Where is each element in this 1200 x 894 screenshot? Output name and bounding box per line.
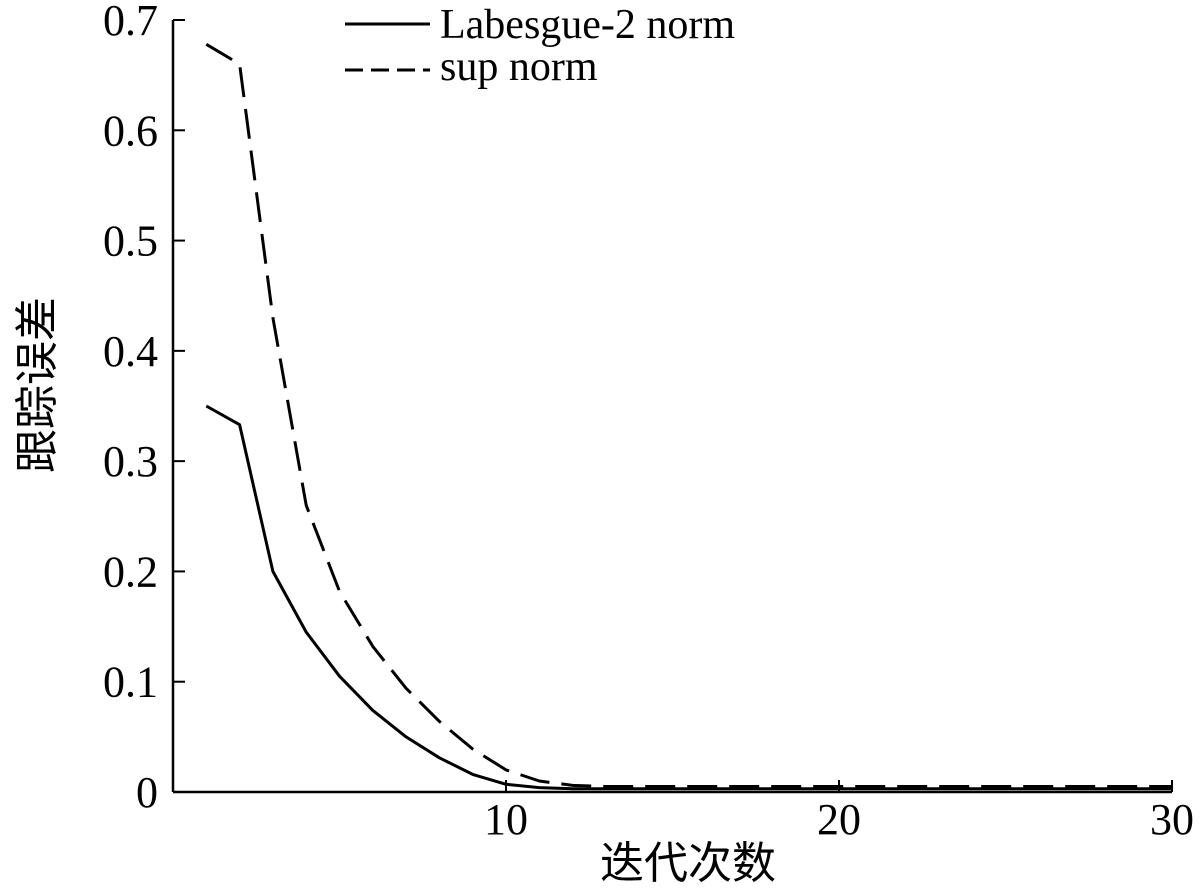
y-tick-label: 0.4 — [103, 327, 158, 376]
x-tick-label: 30 — [1150, 795, 1194, 844]
y-tick-label: 0.6 — [103, 106, 158, 155]
legend-label: Labesgue-2 norm — [440, 2, 735, 48]
legend-label: sup norm — [440, 44, 598, 90]
x-tick-label: 10 — [484, 795, 528, 844]
series-line-labesgue-2-norm — [205, 404, 1172, 791]
x-tick-label: 20 — [817, 795, 861, 844]
y-tick-label: 0.7 — [103, 0, 158, 45]
series-lines — [205, 43, 1172, 791]
series-line-sup-norm — [205, 43, 1172, 788]
y-axis-title: 跟踪误差 — [13, 297, 62, 473]
y-tick-label: 0.2 — [103, 547, 158, 596]
y-tick-label: 0.1 — [103, 658, 158, 707]
y-tick-label: 0.5 — [103, 217, 158, 266]
y-tick-label: 0.3 — [103, 437, 158, 486]
axes: 0 0.1 0.2 0.3 0.4 0.5 0.6 0.7 10 20 30 — [103, 0, 1194, 844]
x-axis-title: 迭代次数 — [600, 839, 776, 888]
y-tick-label: 0 — [136, 768, 158, 817]
